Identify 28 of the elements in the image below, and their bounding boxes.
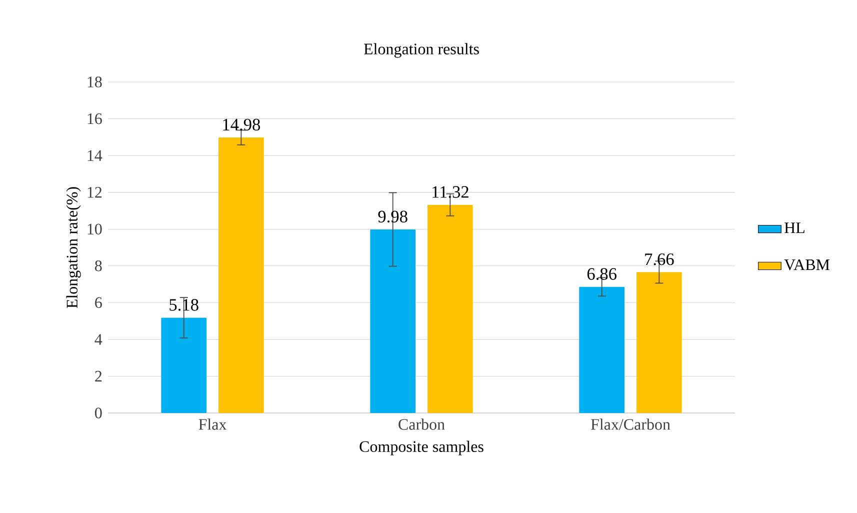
bar (218, 138, 264, 413)
x-tick-label: Flax (198, 418, 227, 430)
y-tick-label: 2 (95, 370, 102, 382)
y-tick-label: 12 (88, 187, 102, 198)
legend-label: HL (784, 222, 804, 234)
bar (428, 204, 473, 413)
legend-label: VABM (784, 259, 830, 270)
x-tick-label: Carbon (398, 418, 445, 430)
data-label: 14.98 (223, 118, 260, 131)
y-tick-label: 16 (88, 113, 102, 124)
data-label: 11.32 (432, 186, 468, 198)
data-label: 7.66 (645, 253, 674, 266)
data-label: 6.86 (587, 268, 616, 280)
chart-title: Elongation results (364, 43, 479, 58)
bar (579, 286, 624, 413)
y-tick-label: 18 (88, 76, 102, 88)
y-tick-label: 6 (95, 297, 102, 308)
y-tick-label: 4 (94, 334, 102, 345)
bar (161, 318, 207, 413)
y-tick-label: 14 (88, 150, 102, 161)
bar (636, 272, 682, 413)
y-tick-label: 0 (95, 408, 102, 418)
bar (370, 229, 416, 413)
x-tick-label: Flax/Carbon (590, 418, 670, 430)
y-tick-label: 8 (95, 260, 102, 272)
x-axis-title: Composite samples (360, 440, 484, 456)
y-axis-title: Elongation rate(%) (66, 187, 81, 308)
y-tick-label: 10 (88, 224, 102, 234)
